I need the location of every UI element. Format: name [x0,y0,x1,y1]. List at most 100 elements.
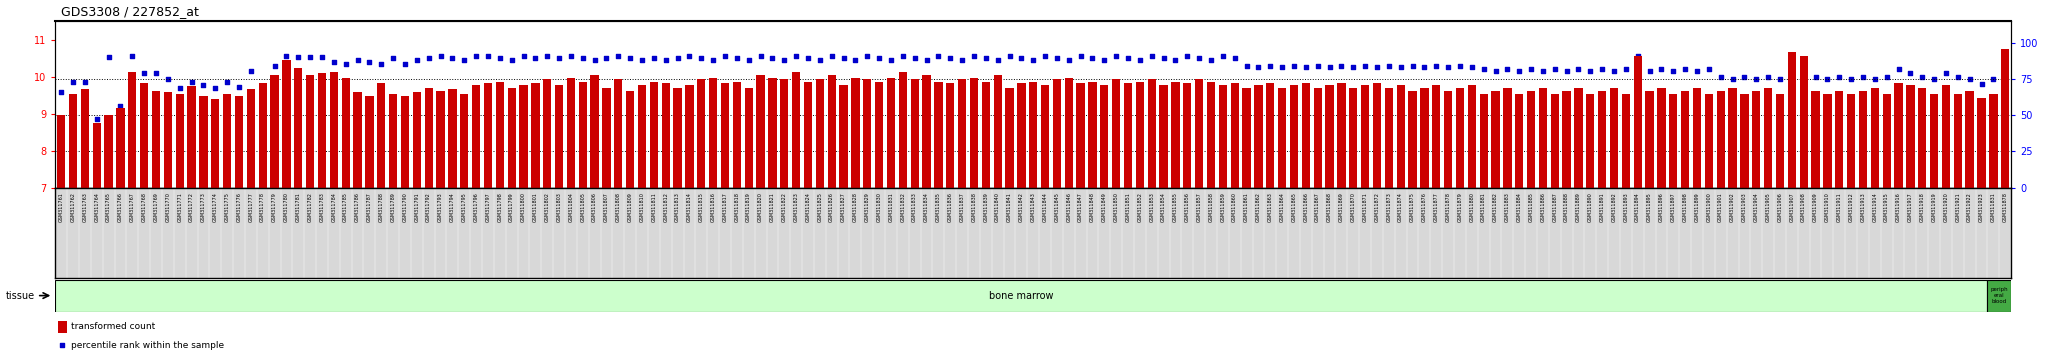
Point [696,57,729,63]
Bar [1610,88,1618,188]
Point [733,57,766,63]
Text: GSM311773: GSM311773 [201,192,207,222]
Point [1231,63,1264,68]
Point [1894,70,1927,76]
Text: GSM311834: GSM311834 [924,192,930,222]
Point [1788,59,1821,65]
Text: GSM311787: GSM311787 [367,192,373,222]
Bar [1040,85,1049,188]
Bar [1065,78,1073,188]
Bar [1100,85,1108,188]
Point [164,85,197,91]
Bar [1810,91,1821,188]
Bar [768,78,776,188]
Text: GSM311840: GSM311840 [995,192,999,222]
Point [1456,65,1489,70]
Bar [1669,93,1677,188]
Text: GSM311867: GSM311867 [1315,192,1321,222]
Text: GSM311909: GSM311909 [1812,192,1819,222]
Point [1206,53,1239,59]
Text: GSM311820: GSM311820 [758,192,764,222]
Text: GSM311874: GSM311874 [1399,192,1403,222]
Bar [117,108,125,188]
Point [1384,65,1417,70]
Point [283,55,315,60]
Point [1823,74,1855,80]
Bar [1290,85,1298,188]
Bar [649,82,657,188]
Point [958,53,991,59]
Point [176,79,209,85]
Bar [1894,84,1903,188]
Point [862,55,895,61]
Point [1645,67,1677,72]
Bar [1694,88,1702,188]
Point [1075,55,1108,61]
Point [186,82,219,88]
Bar [377,84,385,188]
Point [389,61,422,67]
Point [780,53,813,59]
Text: GSM311883: GSM311883 [1505,192,1509,222]
Text: GSM311871: GSM311871 [1362,192,1368,222]
Bar [164,92,172,188]
Bar [686,85,694,188]
Text: GSM311873: GSM311873 [1386,192,1391,222]
Bar [780,79,788,188]
Point [152,76,184,81]
Text: GSM311822: GSM311822 [782,192,786,222]
Point [602,53,635,59]
Point [1917,76,1950,81]
Text: GSM311812: GSM311812 [664,192,668,222]
Bar [1966,91,1974,188]
Bar [993,75,1001,188]
Point [412,55,444,61]
Text: GSM311803: GSM311803 [557,192,561,222]
Bar [401,97,410,188]
Bar [1942,85,1950,188]
Text: GSM311829: GSM311829 [864,192,870,222]
Point [1219,55,1251,61]
Point [1491,67,1524,72]
Point [934,55,967,61]
Text: GSM311859: GSM311859 [1221,192,1225,222]
Bar [354,92,362,188]
Bar [1987,280,2011,312]
Point [1184,55,1217,61]
Bar [852,78,860,188]
Text: GSM311835: GSM311835 [936,192,940,222]
Point [969,55,1001,61]
Text: GSM311911: GSM311911 [1837,192,1841,222]
Point [1313,65,1346,70]
Text: GSM311886: GSM311886 [1540,192,1546,222]
Bar [424,88,432,188]
Point [233,68,266,74]
Text: GSM311861: GSM311861 [1243,192,1249,222]
Text: GSM311766: GSM311766 [119,192,123,222]
Bar [1313,88,1321,188]
Bar [887,78,895,188]
Text: GSM311868: GSM311868 [1327,192,1331,222]
Point [127,70,160,76]
Bar [567,78,575,188]
Point [850,53,883,59]
Point [1989,65,2021,70]
Bar [805,82,813,188]
Bar [80,89,88,188]
Bar [1503,88,1511,188]
Text: GSM311796: GSM311796 [473,192,479,222]
Point [637,55,670,61]
Text: GSM311913: GSM311913 [1860,192,1866,222]
Bar [1243,88,1251,188]
Text: GSM311810: GSM311810 [639,192,645,222]
Point [258,63,291,68]
Bar [1409,91,1417,188]
Point [45,343,78,348]
Bar [1231,84,1239,188]
Text: GSM311778: GSM311778 [260,192,266,222]
Text: GSM311881: GSM311881 [1481,192,1487,222]
Text: GSM311902: GSM311902 [1731,192,1735,222]
Point [1516,67,1548,72]
Point [1466,67,1499,72]
Text: GSM311893: GSM311893 [1624,192,1628,222]
